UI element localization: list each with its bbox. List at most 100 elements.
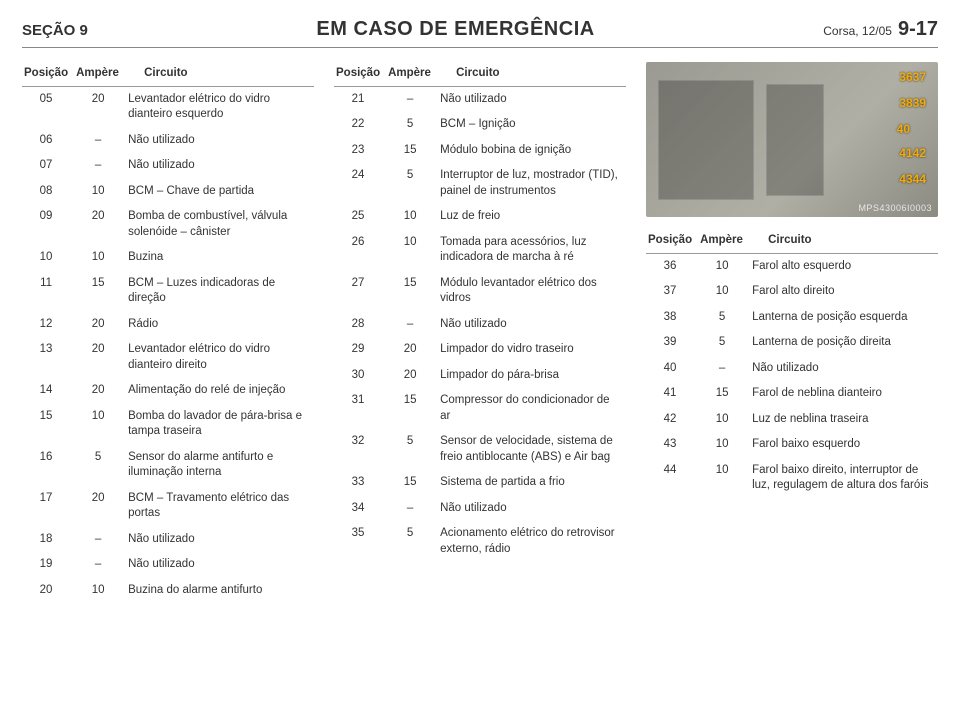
page-number: 9-17 bbox=[898, 18, 938, 41]
cell-amp: – bbox=[74, 128, 126, 154]
table-row: 21–Não utilizado bbox=[334, 86, 626, 112]
table-row: 3710Farol alto direito bbox=[646, 279, 938, 305]
cell-amp: 20 bbox=[74, 86, 126, 128]
cell-circ: Bomba do lavador de pára-brisa e tampa t… bbox=[126, 404, 314, 445]
table-row: 0920Bomba de combustível, válvula solenó… bbox=[22, 204, 314, 245]
cell-circ: Não utilizado bbox=[438, 312, 626, 338]
cell-pos: 24 bbox=[334, 163, 386, 204]
fuse-position-label: 40 bbox=[897, 122, 910, 136]
model-label: Corsa, 12/05 bbox=[823, 24, 892, 38]
cell-amp: – bbox=[386, 496, 438, 522]
cell-pos: 07 bbox=[22, 153, 74, 179]
table-row: 0810BCM – Chave de partida bbox=[22, 179, 314, 205]
cell-pos: 10 bbox=[22, 245, 74, 271]
cell-amp: 20 bbox=[74, 312, 126, 338]
cell-amp: 20 bbox=[386, 337, 438, 363]
cell-amp: 10 bbox=[386, 230, 438, 271]
cell-amp: 20 bbox=[386, 363, 438, 389]
fuse-table-3: Posição Ampère Circuito 3610Farol alto e… bbox=[646, 229, 938, 499]
fuse-block-shape bbox=[766, 84, 824, 196]
cell-pos: 30 bbox=[334, 363, 386, 389]
page-header: SEÇÃO 9 EM CASO DE EMERGÊNCIA Corsa, 12/… bbox=[22, 18, 938, 48]
cell-circ: Não utilizado bbox=[438, 86, 626, 112]
cell-circ: Módulo bobina de ignição bbox=[438, 138, 626, 164]
table-row: 40–Não utilizado bbox=[646, 356, 938, 382]
cell-circ: Não utilizado bbox=[126, 552, 314, 578]
th-circ: Circuito bbox=[438, 62, 626, 86]
cell-amp: 10 bbox=[698, 253, 750, 279]
cell-amp: – bbox=[698, 356, 750, 382]
table-row: 4410Farol baixo direito, interruptor de … bbox=[646, 458, 938, 499]
cell-amp: 10 bbox=[386, 204, 438, 230]
cell-amp: 15 bbox=[386, 470, 438, 496]
table-row: 1510Bomba do lavador de pára-brisa e tam… bbox=[22, 404, 314, 445]
th-amp: Ampère bbox=[386, 62, 438, 86]
cell-circ: Interruptor de luz, mostrador (TID), pai… bbox=[438, 163, 626, 204]
cell-pos: 13 bbox=[22, 337, 74, 378]
table-row: 4310Farol baixo esquerdo bbox=[646, 432, 938, 458]
cell-circ: Lanterna de posição direita bbox=[750, 330, 938, 356]
cell-amp: 15 bbox=[74, 271, 126, 312]
fuse-table-1: Posição Ampère Circuito 0520Levantador e… bbox=[22, 62, 314, 603]
cell-circ: Farol baixo esquerdo bbox=[750, 432, 938, 458]
table-row: 1010Buzina bbox=[22, 245, 314, 271]
cell-circ: Rádio bbox=[126, 312, 314, 338]
cell-circ: Módulo levantador elétrico dos vidros bbox=[438, 271, 626, 312]
page-meta: Corsa, 12/05 9-17 bbox=[823, 18, 938, 41]
cell-amp: – bbox=[386, 312, 438, 338]
table-row: 1720BCM – Travamento elétrico das portas bbox=[22, 486, 314, 527]
fuse-table-1-body: 0520Levantador elétrico do vidro diantei… bbox=[22, 86, 314, 603]
cell-circ: BCM – Chave de partida bbox=[126, 179, 314, 205]
cell-amp: 10 bbox=[74, 179, 126, 205]
table-row: 3115Compressor do condicionador de ar bbox=[334, 388, 626, 429]
cell-amp: 15 bbox=[386, 138, 438, 164]
table-row: 28–Não utilizado bbox=[334, 312, 626, 338]
cell-pos: 32 bbox=[334, 429, 386, 470]
cell-pos: 15 bbox=[22, 404, 74, 445]
cell-pos: 11 bbox=[22, 271, 74, 312]
table-row: 19–Não utilizado bbox=[22, 552, 314, 578]
page-title: EM CASO DE EMERGÊNCIA bbox=[316, 18, 594, 41]
cell-circ: Não utilizado bbox=[126, 153, 314, 179]
cell-pos: 19 bbox=[22, 552, 74, 578]
th-pos: Posição bbox=[646, 229, 698, 253]
cell-amp: 15 bbox=[698, 381, 750, 407]
cell-circ: BCM – Ignição bbox=[438, 112, 626, 138]
table-row: 1320Levantador elétrico do vidro diantei… bbox=[22, 337, 314, 378]
cell-amp: 10 bbox=[74, 404, 126, 445]
cell-pos: 39 bbox=[646, 330, 698, 356]
cell-pos: 31 bbox=[334, 388, 386, 429]
cell-circ: Lanterna de posição esquerda bbox=[750, 305, 938, 331]
cell-amp: 10 bbox=[698, 279, 750, 305]
cell-circ: Luz de freio bbox=[438, 204, 626, 230]
cell-circ: Farol baixo direito, interruptor de luz,… bbox=[750, 458, 938, 499]
table-row: 385Lanterna de posição esquerda bbox=[646, 305, 938, 331]
cell-pos: 40 bbox=[646, 356, 698, 382]
cell-amp: – bbox=[74, 153, 126, 179]
content-columns: Posição Ampère Circuito 0520Levantador e… bbox=[22, 62, 938, 603]
cell-amp: 5 bbox=[698, 330, 750, 356]
cell-pos: 17 bbox=[22, 486, 74, 527]
table-row: 245Interruptor de luz, mostrador (TID), … bbox=[334, 163, 626, 204]
cell-pos: 44 bbox=[646, 458, 698, 499]
column-3: 363738394041424344 MPS43006I0003 Posição… bbox=[646, 62, 938, 603]
table-row: 325Sensor de velocidade, sistema de frei… bbox=[334, 429, 626, 470]
cell-circ: Não utilizado bbox=[126, 128, 314, 154]
th-circ: Circuito bbox=[750, 229, 938, 253]
cell-circ: Alimentação do relé de injeção bbox=[126, 378, 314, 404]
table-row: 2610Tomada para acessórios, luz indicado… bbox=[334, 230, 626, 271]
cell-circ: Não utilizado bbox=[438, 496, 626, 522]
cell-pos: 23 bbox=[334, 138, 386, 164]
cell-circ: Buzina do alarme antifurto bbox=[126, 578, 314, 604]
fuse-table-3-body: 3610Farol alto esquerdo3710Farol alto di… bbox=[646, 253, 938, 499]
cell-pos: 22 bbox=[334, 112, 386, 138]
image-code: MPS43006I0003 bbox=[858, 203, 932, 213]
cell-amp: 5 bbox=[386, 521, 438, 562]
cell-amp: 5 bbox=[698, 305, 750, 331]
cell-circ: Farol de neblina dianteiro bbox=[750, 381, 938, 407]
table-row: 2920Limpador do vidro traseiro bbox=[334, 337, 626, 363]
cell-circ: Levantador elétrico do vidro dianteiro e… bbox=[126, 86, 314, 128]
cell-amp: 20 bbox=[74, 204, 126, 245]
cell-pos: 41 bbox=[646, 381, 698, 407]
fuse-position-label: 3839 bbox=[899, 96, 926, 110]
